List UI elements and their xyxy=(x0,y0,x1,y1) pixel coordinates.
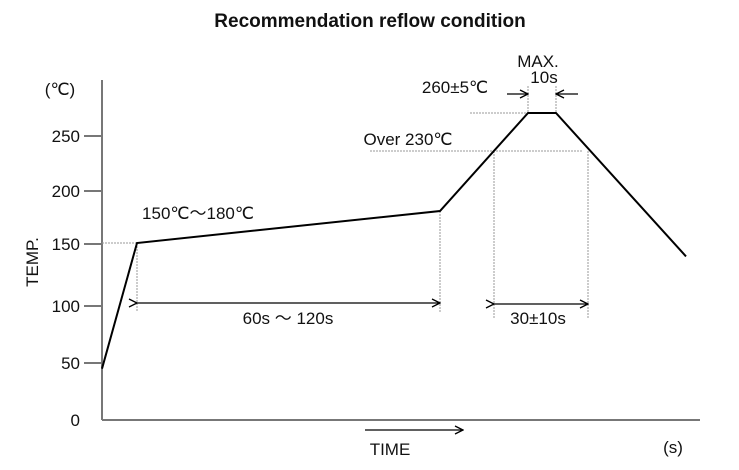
chart-title: Recommendation reflow condition xyxy=(214,11,525,32)
peak-time-label-2: 10s xyxy=(530,68,557,87)
liquidus-temp-label: Over 230℃ xyxy=(363,130,452,149)
y-tick-label: 0 xyxy=(71,411,80,430)
y-unit-label: (℃) xyxy=(45,80,75,99)
preheat-time-label: 60s ～ 120s xyxy=(243,309,334,328)
y-tick-label: 150 xyxy=(52,235,80,254)
x-unit-label: (s) xyxy=(663,438,683,457)
y-axis-label: TEMP. xyxy=(23,237,42,287)
temperature-profile-line xyxy=(101,112,687,369)
y-tick-label: 200 xyxy=(52,182,80,201)
y-tick-label: 50 xyxy=(61,354,80,373)
y-tick-label: 100 xyxy=(52,297,80,316)
peak-time-label-1: MAX. xyxy=(517,52,559,71)
peak-temp-label: 260±5℃ xyxy=(422,78,488,97)
y-tick-label: 250 xyxy=(52,127,80,146)
preheat-temp-label: 150℃～180℃ xyxy=(142,204,254,223)
x-axis-label: TIME xyxy=(370,440,411,459)
liquidus-time-label: 30±10s xyxy=(510,309,566,328)
